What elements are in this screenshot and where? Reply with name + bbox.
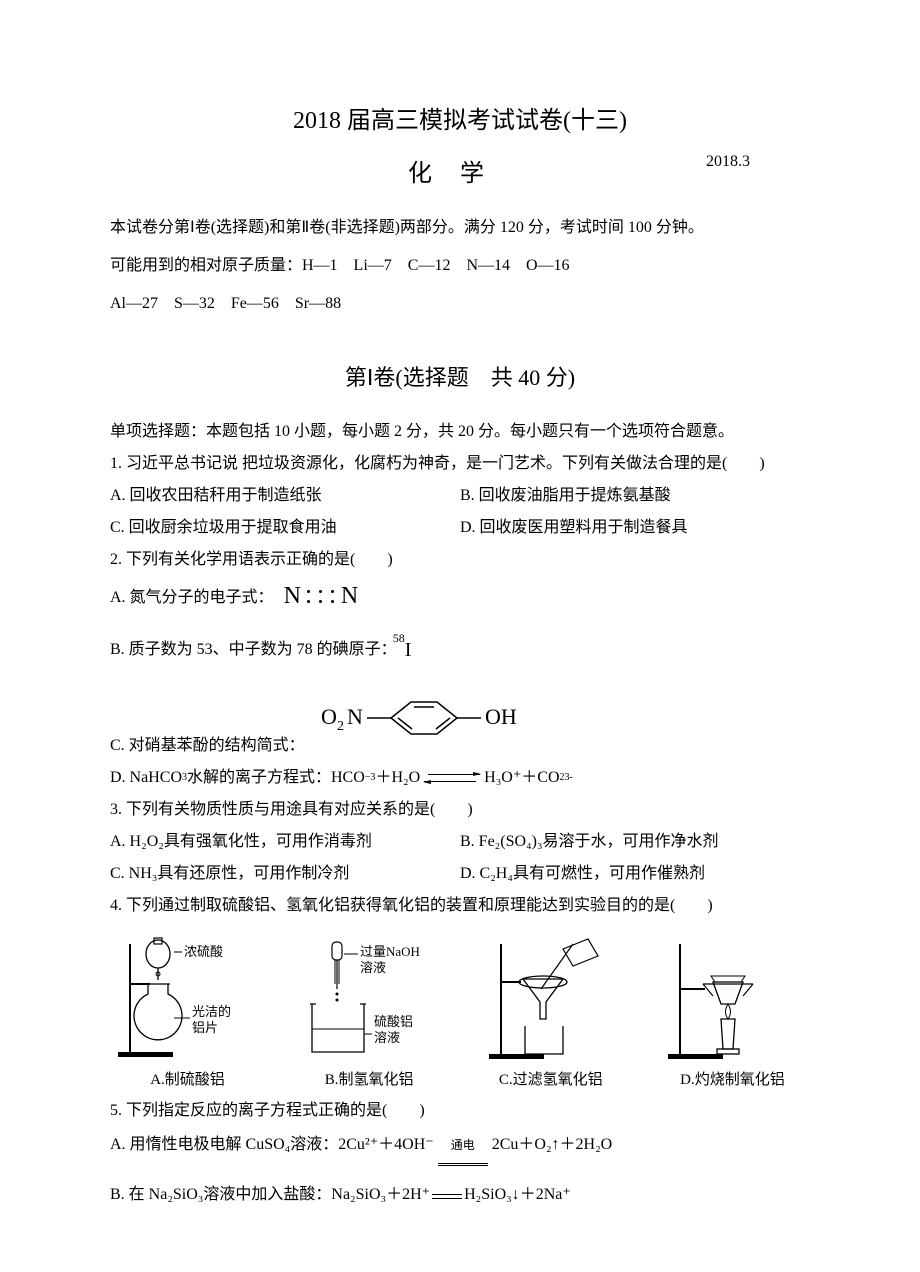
q2-C-prefix: C. 对硝基苯酚的结构简式： [110,730,305,762]
q2-A-prefix: A. 氮气分子的电子式： [110,582,274,614]
q5-B: B. 在 Na₂SiO₃溶液中加入盐酸：Na₂SiO₃＋2H⁺ H₂SiO₃↓＋… [110,1177,810,1212]
svg-text:光洁的: 光洁的 [192,1004,231,1019]
q3-C: C. NH₃具有还原性，可用作制冷剂 [110,858,460,890]
q4-figC-cap: C.过滤氢氧化铝 [499,1068,603,1089]
q1-A: A. 回收农田秸秆用于制造纸张 [110,480,460,512]
q4-figB: 过量NaOH 溶液 硫酸铝 溶液 B.制氢氧化铝 [292,934,447,1089]
intro-line1: 本试卷分第Ⅰ卷(选择题)和第Ⅱ卷(非选择题)两部分。满分 120 分，考试时间 … [110,212,810,244]
q4-stem: 4. 下列通过制取硫酸铝、氢氧化铝获得氧化铝的装置和原理能达到实验目的的是( ) [110,890,810,922]
q2-D-prefix: D. NaHCO [110,762,182,794]
q5-B-prefix: B. 在 Na₂SiO₃溶液中加入盐酸：Na₂SiO₃＋2H⁺ [110,1177,430,1212]
n2-lewis-structure: N N [284,572,359,620]
q2-D: D. NaHCO3 水解的离子方程式：HCO−3 ＋H₂O H₃O⁺＋CO23- [110,762,810,794]
section1-instructions: 单项选择题：本题包括 10 小题，每小题 2 分，共 20 分。每小题只有一个选… [110,416,810,448]
section1-title: 第Ⅰ卷(选择题 共 40 分) [110,360,810,392]
intro-line2: 可能用到的相对原子质量：H—1 Li—7 C—12 N—14 O—16 [110,250,810,282]
electrolysis-label: 通电 [451,1138,475,1152]
q4-figC: C.过滤氢氧化铝 [473,934,628,1089]
subtitle-row: 化学 2018.3 [110,153,810,188]
nitrophenol-structure: O 2 N OH [319,680,549,762]
svg-text:溶液: 溶液 [360,960,386,975]
q3-A: A. H₂O₂具有强氧化性，可用作消毒剂 [110,826,460,858]
q4-figA: 浓硫酸 光洁的 铝片 A.制硫酸铝 [110,934,265,1089]
apparatus-D [655,934,810,1064]
q1-stem: 1. 习近平总书记说 把垃圾资源化，化腐朽为神奇，是一门艺术。下列有关做法合理的… [110,448,810,480]
svg-text:浓硫酸: 浓硫酸 [184,944,223,959]
q2-D-plus-h2o: ＋H₂O [375,762,420,794]
q4-figD-cap: D.灼烧制氧化铝 [680,1068,785,1089]
iodine-symbol: I [405,639,412,661]
q2-B: B. 质子数为 53、中子数为 78 的碘原子： 58I [110,630,810,670]
svg-text:O: O [321,704,337,729]
q2-D-text1: 水解的离子方程式：HCO [187,762,365,794]
svg-text:2: 2 [337,719,344,734]
q1-C: C. 回收厨余垃圾用于提取食用油 [110,512,460,544]
q1-D: D. 回收废医用塑料用于制造餐具 [460,512,810,544]
svg-text:过量NaOH: 过量NaOH [360,944,420,959]
q4-figB-cap: B.制氢氧化铝 [325,1068,414,1089]
equilibrium-arrow [424,771,480,785]
q2-C: C. 对硝基苯酚的结构简式： O 2 N OH [110,680,810,762]
q5-B-rhs: H₂SiO₃↓＋2Na⁺ [464,1177,571,1212]
q5-A: A. 用惰性电极电解 CuSO₄溶液：2Cu²⁺＋4OH⁻ 通电 2Cu＋O₂↑… [110,1127,810,1167]
q2-A: A. 氮气分子的电子式： N N [110,576,810,620]
q3-D: D. C₂H₄具有可燃性，可用作催熟剂 [460,858,810,890]
svg-text:溶液: 溶液 [374,1030,400,1045]
iodine-mass: 58 [393,626,405,650]
svg-text:硫酸铝: 硫酸铝 [374,1014,413,1029]
q3-options: A. H₂O₂具有强氧化性，可用作消毒剂 B. Fe₂(SO₄)₃易溶于水，可用… [110,826,810,890]
svg-text:铝片: 铝片 [192,1020,218,1035]
q5-A-prefix: A. 用惰性电极电解 CuSO₄溶液：2Cu²⁺＋4OH⁻ [110,1127,434,1162]
double-line-arrow [432,1194,462,1199]
iodine-isotope: 58I [405,630,412,670]
q1-options: A. 回收农田秸秆用于制造纸张 B. 回收废油脂用于提炼氨基酸 C. 回收厨余垃… [110,480,810,544]
intro-line3: Al—27 S—32 Fe—56 Sr—88 [110,288,810,320]
q3-B: B. Fe₂(SO₄)₃易溶于水，可用作净水剂 [460,826,810,858]
q4-figA-cap: A.制硫酸铝 [150,1068,225,1089]
q2-B-prefix: B. 质子数为 53、中子数为 78 的碘原子： [110,634,397,666]
exam-date: 2018.3 [706,153,750,171]
apparatus-A: 浓硫酸 光洁的 铝片 [110,934,265,1064]
subject: 化学 [408,153,512,188]
electrolysis-arrow: 通电 [438,1127,488,1167]
svg-text:N: N [347,704,363,729]
apparatus-B: 过量NaOH 溶液 硫酸铝 溶液 [292,934,447,1064]
q4-figures: 浓硫酸 光洁的 铝片 A.制硫酸铝 过量NaOH [110,934,810,1089]
q5-stem: 5. 下列指定反应的离子方程式正确的是( ) [110,1095,810,1127]
q3-stem: 3. 下列有关物质性质与用途具有对应关系的是( ) [110,794,810,826]
q5-A-rhs: 2Cu＋O₂↑＋2H₂O [492,1127,613,1162]
svg-text:OH: OH [485,704,517,729]
exam-title: 2018 届高三模拟考试试卷(十三) [110,100,810,135]
q1-B: B. 回收废油脂用于提炼氨基酸 [460,480,810,512]
q4-figD: D.灼烧制氧化铝 [655,934,810,1089]
apparatus-C [473,934,628,1064]
q2-stem: 2. 下列有关化学用语表示正确的是( ) [110,544,810,576]
q2-D-rhs: H₃O⁺＋CO [484,762,559,794]
